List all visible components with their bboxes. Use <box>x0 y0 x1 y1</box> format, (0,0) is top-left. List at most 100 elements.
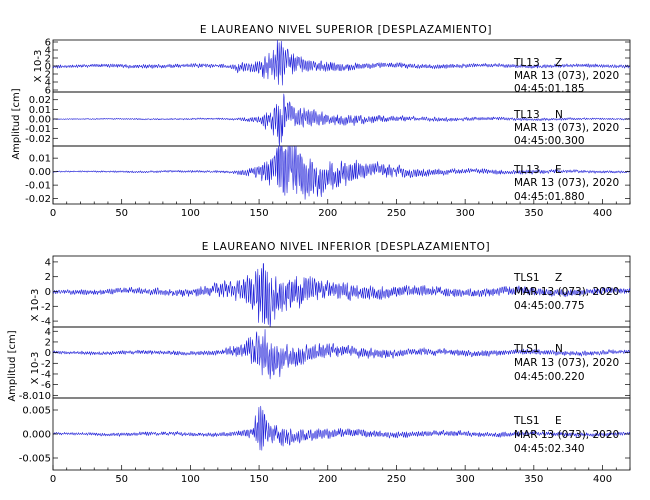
lower-n-y-tick-label: -2 <box>41 359 51 370</box>
upper-z-time: 04:45:01.185 <box>514 83 585 95</box>
upper-n-y-tick-label: 0.01 <box>29 105 51 116</box>
upper-x-tick-label: 400 <box>593 208 612 219</box>
lower-x-tick-label: 300 <box>456 474 475 485</box>
upper-n-time: 04:45:00.300 <box>514 135 585 147</box>
upper-n-y-tick-label: -0.01 <box>25 124 51 135</box>
upper-e-date: MAR 13 (073), 2020 <box>514 177 619 189</box>
upper-z-station: TL13 <box>513 57 540 69</box>
lower-n-station: TLS1 <box>513 343 540 355</box>
upper-x-tick-label: 250 <box>387 208 406 219</box>
lower-z-panel: -4 -2 0 2 4 X 10-3 TLS1 Z MAR 13 (073), 2020… <box>30 255 631 328</box>
upper-e-component: E <box>555 164 562 176</box>
lower-n-trace <box>52 329 631 380</box>
lower-z-y-tick-label: -2 <box>41 302 51 313</box>
upper-n-date: MAR 13 (073), 2020 <box>514 122 619 134</box>
upper-e-y-tick-label: -0.01 <box>25 181 51 192</box>
lower-e-panel: -0.005 0.000 0.005 TLS1 E MAR 13 (073), 20… <box>19 397 631 471</box>
upper-z-y-tick-label: 0 <box>45 62 51 73</box>
lower-z-component: Z <box>555 272 562 284</box>
upper-level-chart: E LAUREANO NIVEL SUPERIOR [DESPLAZAMIENT… <box>11 24 631 219</box>
lower-z-y-tick-label: -4 <box>41 317 51 328</box>
lower-e-y-ticks: -0.005 0.000 0.005 <box>19 406 630 465</box>
upper-n-component: N <box>555 109 563 121</box>
lower-chart-title: E LAUREANO NIVEL INFERIOR [DESPLAZAMIENT… <box>202 241 490 253</box>
lower-x-tick-label: 0 <box>50 474 56 485</box>
upper-y-axis-label: Amplitud [cm] <box>11 88 22 159</box>
upper-x-tick-label: 300 <box>456 208 475 219</box>
lower-e-component: E <box>555 415 562 427</box>
lower-level-chart: E LAUREANO NIVEL INFERIOR [DESPLAZAMIENT… <box>7 241 631 485</box>
upper-chart-title: E LAUREANO NIVEL SUPERIOR [DESPLAZAMIENT… <box>200 24 492 36</box>
upper-e-y-tick-label: 0.01 <box>29 154 51 165</box>
upper-e-y-tick-label: 0.00 <box>29 167 51 178</box>
upper-n-station: TL13 <box>513 109 540 121</box>
upper-z-component: Z <box>555 57 562 69</box>
upper-e-trace <box>52 145 631 200</box>
upper-e-y-tick-label: -0.02 <box>25 194 51 205</box>
lower-e-trace <box>52 405 631 451</box>
lower-x-tick-label: 350 <box>524 474 543 485</box>
lower-x-tick-label: 200 <box>318 474 337 485</box>
lower-z-y-tick-label: 4 <box>45 257 51 268</box>
lower-z-date: MAR 13 (073), 2020 <box>514 286 619 298</box>
lower-z-y-tick-label: 2 <box>45 272 51 283</box>
upper-e-y-ticks: -0.02 -0.01 0.00 0.01 <box>25 154 630 205</box>
lower-z-y-ticks: -4 -2 0 2 4 <box>41 257 630 328</box>
upper-z-date: MAR 13 (073), 2020 <box>514 70 619 82</box>
lower-z-station: TLS1 <box>513 272 540 284</box>
upper-x-tick-label: 350 <box>524 208 543 219</box>
lower-e-date: MAR 13 (073), 2020 <box>514 429 619 441</box>
upper-x-tick-label: 100 <box>181 208 200 219</box>
upper-n-trace <box>52 93 631 147</box>
lower-z-trace <box>52 263 631 328</box>
upper-z-trace <box>52 39 631 86</box>
lower-e-time: 04:45:02.340 <box>514 443 585 455</box>
upper-x-tick-label: 50 <box>115 208 128 219</box>
lower-x-axis-ticks: 0 50 100 150 200 250 300 350 400 <box>50 465 631 485</box>
upper-z-y-tick-label: 4 <box>45 78 51 89</box>
upper-z-scale-label: X 10-3 <box>33 50 44 83</box>
lower-z-time: 04:45:00.775 <box>514 300 585 312</box>
upper-x-tick-label: 200 <box>318 208 337 219</box>
lower-x-tick-label: 250 <box>387 474 406 485</box>
upper-x-tick-label: 0 <box>50 208 56 219</box>
upper-n-panel: -0.02-0.010.000.010.02 TL13 N MAR 13 (07… <box>25 91 631 147</box>
lower-n-y-tick-label: -6 <box>41 380 51 391</box>
upper-n-y-tick-label: -0.02 <box>25 134 51 145</box>
lower-x-tick-label: 150 <box>250 474 269 485</box>
upper-n-y-ticks: -0.02-0.010.000.010.02 <box>25 95 630 145</box>
lower-n-component: N <box>555 343 563 355</box>
lower-n-y-tick-label: 0 <box>45 348 51 359</box>
lower-n-scale-label: X 10-3 <box>30 352 41 385</box>
upper-n-y-tick-label: 0.02 <box>29 95 51 106</box>
lower-e-station: TLS1 <box>513 415 540 427</box>
lower-n-y-tick-label: 2 <box>45 337 51 348</box>
lower-x-tick-label: 400 <box>593 474 612 485</box>
lower-n-time: 04:45:00.220 <box>514 371 585 383</box>
lower-y-axis-label: Amplitud [cm] <box>7 330 18 401</box>
lower-x-tick-label: 50 <box>115 474 128 485</box>
upper-z-y-tick-label: 6 <box>45 38 51 49</box>
lower-n-y-tick-label: -8.010 <box>19 391 51 402</box>
lower-n-y-tick-label: 4 <box>45 327 51 338</box>
upper-x-tick-label: 150 <box>250 208 269 219</box>
lower-z-scale-label: X 10-3 <box>30 289 41 322</box>
upper-e-time: 04:45:01.880 <box>514 191 585 203</box>
lower-n-date: MAR 13 (073), 2020 <box>514 357 619 369</box>
lower-e-y-tick-label: 0.005 <box>22 406 51 417</box>
lower-n-y-tick-label: -4 <box>41 369 51 380</box>
lower-z-y-tick-label: 0 <box>45 287 51 298</box>
upper-e-panel: -0.02 -0.01 0.00 0.01 TL13 E MAR 13 (073), … <box>25 145 631 205</box>
upper-n-y-tick-label: 0.00 <box>29 115 51 126</box>
upper-e-station: TL13 <box>513 164 540 176</box>
lower-e-y-tick-label: 0.000 <box>22 430 51 441</box>
lower-e-y-tick-label: -0.005 <box>19 454 51 465</box>
upper-z-y-tick-label: 4 <box>45 46 51 57</box>
upper-x-axis-ticks: 0 50 100 150 200 250 300 350 400 <box>50 199 631 219</box>
lower-x-tick-label: 100 <box>181 474 200 485</box>
